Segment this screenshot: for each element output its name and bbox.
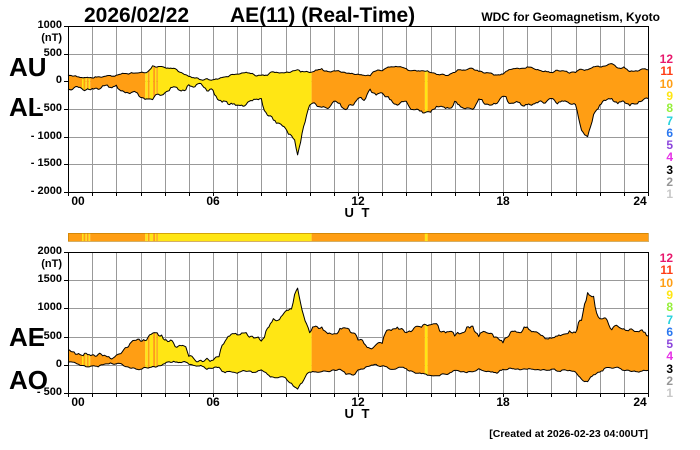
station-count-1-3: 3	[666, 361, 673, 376]
ae-axis-label: AE	[9, 322, 46, 352]
station-count-0-3: 3	[666, 162, 673, 177]
ytick-0--1000: - 1000	[30, 129, 62, 142]
xtick-0-18: 18	[496, 194, 510, 208]
xtick-0-24: 24	[633, 194, 647, 208]
station-count-1-6: 6	[666, 324, 673, 339]
station-count-0-1: 1	[666, 187, 673, 202]
AU-AL-panel	[64, 25, 650, 196]
ytick-0--2000: - 2000	[30, 185, 62, 197]
ut-label-top: U T	[344, 205, 372, 220]
axis-ticks-0	[64, 26, 649, 196]
ytick-1-500: 500	[43, 329, 62, 342]
created-timestamp: [Created at 2026-02-23 04:00UT]	[489, 428, 648, 440]
station-count-1-11: 11	[660, 263, 673, 278]
xtick-0-00: 00	[71, 194, 85, 208]
station-count-1-4: 4	[666, 349, 673, 364]
xtick-1-06: 06	[206, 395, 220, 409]
curve-outlines-1	[67, 287, 649, 390]
station-count-0-9: 9	[666, 88, 673, 103]
ytick-0-1000: 1000	[37, 19, 62, 31]
plot-date: 2026/02/22	[84, 4, 190, 27]
station-count-1-8: 8	[666, 300, 673, 315]
ytick-1-1000: 1000	[37, 301, 62, 314]
quality-bar-frame	[68, 233, 649, 242]
area-fill-0	[68, 63, 648, 155]
ytick-0--500: - 500	[36, 102, 62, 114]
station-count-1-5: 5	[666, 337, 673, 352]
ytick-1-2000: 2000	[37, 245, 62, 257]
xtick-0-06: 06	[206, 194, 220, 208]
xtick-1-12: 12	[351, 395, 365, 409]
plot-title: AE(11) (Real-Time)	[230, 4, 416, 27]
station-count-0-2: 2	[666, 175, 673, 189]
station-count-1-9: 9	[666, 287, 673, 302]
station-count-0-8: 8	[666, 101, 673, 116]
unit-label-1: (nT)	[41, 258, 62, 270]
station-count-1-2: 2	[666, 374, 673, 388]
al-axis-label: AL	[9, 92, 44, 122]
ytick-0-0: 0	[55, 74, 62, 87]
station-count-1-1: 1	[666, 386, 673, 401]
station-count-0-6: 6	[666, 125, 673, 140]
station-count-0-10: 10	[659, 76, 673, 91]
station-count-1-10: 10	[659, 275, 673, 290]
station-count-1-7: 7	[666, 312, 673, 327]
au-axis-label: AU	[9, 52, 47, 82]
area-fill-1	[68, 288, 648, 390]
station-count-1-12: 12	[659, 251, 673, 265]
grid-0	[68, 26, 648, 192]
curve-outlines-0	[67, 63, 649, 156]
station-count-0-11: 11	[660, 64, 673, 79]
station-count-0-7: 7	[666, 113, 673, 128]
ytick-1-1500: 1500	[37, 273, 62, 286]
xtick-1-18: 18	[496, 395, 510, 409]
station-count-0-5: 5	[666, 138, 673, 153]
xtick-1-00: 00	[71, 395, 85, 409]
unit-label-0: (nT)	[41, 32, 62, 44]
station-count-0-4: 4	[666, 150, 673, 165]
axis-ticks-1	[64, 252, 649, 397]
ytick-0-500: 500	[43, 46, 62, 59]
ao-axis-label: AO	[9, 365, 48, 395]
AE-AO-panel	[64, 251, 650, 397]
ut-label-bottom: U T	[344, 406, 372, 421]
station-count-0-12: 12	[659, 52, 673, 66]
xtick-1-24: 24	[633, 395, 647, 409]
quality-bar	[68, 233, 649, 242]
xtick-0-12: 12	[351, 194, 365, 208]
ytick-0--1500: - 1500	[30, 157, 62, 170]
ytick-1--500: - 500	[36, 386, 62, 398]
ytick-1-0: 0	[55, 357, 62, 370]
organization-label: WDC for Geomagnetism, Kyoto	[481, 10, 660, 24]
grid-1	[68, 252, 648, 393]
